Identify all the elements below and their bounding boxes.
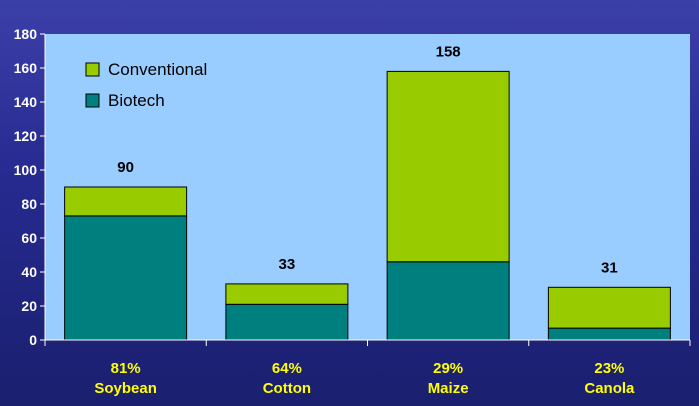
legend: Conventional Biotech <box>85 60 207 110</box>
bar-biotech-canola <box>547 327 671 341</box>
y-tick-label: 60 <box>21 230 37 246</box>
category-label: Canola <box>584 380 635 397</box>
legend-label-conventional: Conventional <box>108 60 207 79</box>
category-label: Soybean <box>94 380 157 397</box>
category-label: Cotton <box>263 380 311 397</box>
labels-group: 90 81% Soybean 33 64% Cotton 158 29% Maize 31 23% C… <box>94 43 635 397</box>
y-tick-label: 180 <box>14 26 38 42</box>
total-label: 33 <box>279 256 296 273</box>
category-percent-label: 23% <box>594 360 624 377</box>
legend-swatch-biotech <box>85 93 100 108</box>
y-tick-label: 80 <box>21 196 37 212</box>
axes-group: 0 20 40 60 80 100 120 140 160 180 <box>14 26 691 348</box>
bar-conventional-maize <box>386 70 510 263</box>
y-tick-label: 160 <box>14 60 38 76</box>
category-label: Maize <box>428 380 469 397</box>
category-percent-label: 29% <box>433 360 463 377</box>
y-tick-label: 40 <box>21 264 37 280</box>
bar-conventional-soybean <box>64 186 188 217</box>
y-tick-label: 140 <box>14 94 38 110</box>
y-tick-label: 120 <box>14 128 38 144</box>
total-label: 31 <box>601 259 618 276</box>
total-label: 158 <box>436 43 461 60</box>
bar-biotech-maize <box>386 261 510 341</box>
bar-conventional-canola <box>547 286 671 329</box>
bar-biotech-cotton <box>225 303 349 341</box>
bar-conventional-cotton <box>225 283 349 305</box>
y-tick-label: 20 <box>21 298 37 314</box>
total-label: 90 <box>117 159 134 176</box>
legend-swatch-conventional <box>85 62 100 77</box>
y-tick-label: 0 <box>29 332 37 348</box>
y-tick-label: 100 <box>14 162 38 178</box>
category-percent-label: 81% <box>111 360 141 377</box>
legend-label-biotech: Biotech <box>108 91 165 110</box>
bars-group <box>64 70 671 341</box>
bar-biotech-soybean <box>64 215 188 341</box>
category-percent-label: 64% <box>272 360 302 377</box>
